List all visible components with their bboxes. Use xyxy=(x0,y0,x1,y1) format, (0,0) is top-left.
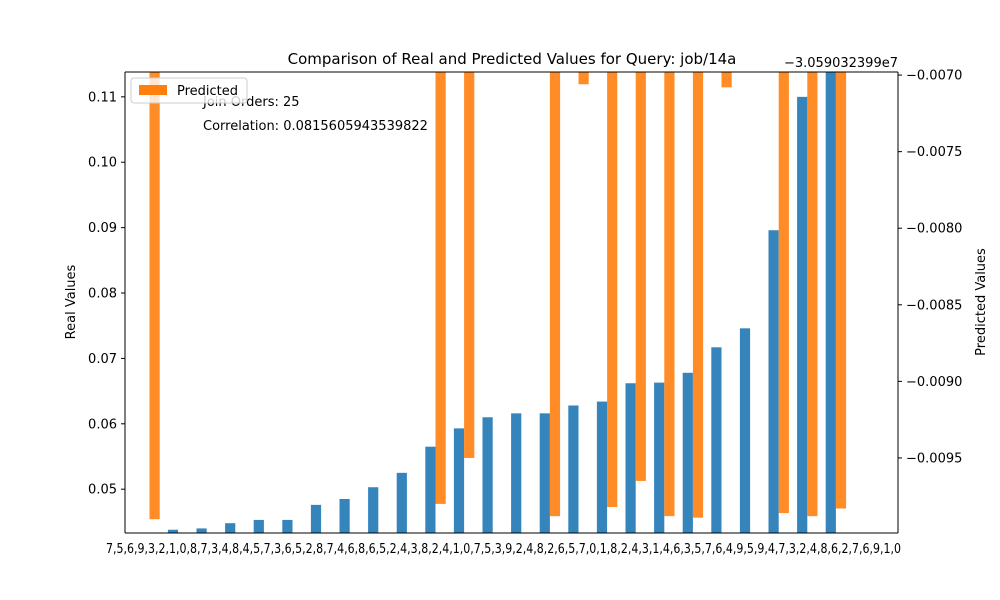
real-bar-16 xyxy=(596,401,608,533)
predicted-bar-0 xyxy=(149,72,160,520)
real-bar-5 xyxy=(282,519,293,533)
y2-tick-label-1: −0.0090 xyxy=(906,375,962,390)
y-tick-label-2: 0.07 xyxy=(88,352,117,367)
real-bar-15 xyxy=(568,405,579,533)
real-bar-9 xyxy=(396,472,407,533)
real-bar-20 xyxy=(711,347,722,533)
legend-swatch-predicted xyxy=(139,85,167,95)
y-axis-label: Real Values xyxy=(64,264,79,339)
legend: Predicted xyxy=(130,77,248,104)
y2-offset-label: −3.059032399e7 xyxy=(784,56,898,71)
y-tick-label-6: 0.11 xyxy=(88,90,117,105)
predicted-bar-24 xyxy=(835,72,847,509)
legend-box xyxy=(130,77,248,104)
y2-tick-label-4: −0.0075 xyxy=(906,145,962,160)
real-bar-4 xyxy=(253,519,264,533)
predicted-bar-18 xyxy=(664,72,675,517)
real-bar-1 xyxy=(167,529,179,533)
predicted-bar-16 xyxy=(607,72,618,507)
y-tick-label-4: 0.09 xyxy=(88,221,117,236)
y2-tick-label-0: −0.0095 xyxy=(906,451,962,466)
real-bar-23 xyxy=(797,96,808,533)
real-bar-11 xyxy=(453,428,465,533)
real-bar-21 xyxy=(739,328,751,533)
predicted-bar-22 xyxy=(778,72,789,514)
left-axis-ticks: 0.05 0.06 0.07 0.08 0.09 0.10 0.11 xyxy=(88,90,125,498)
real-bar-22 xyxy=(768,230,779,534)
predicted-bar-11 xyxy=(464,72,475,458)
y2-tick-label-2: −0.0085 xyxy=(906,298,962,313)
real-bar-13 xyxy=(511,413,522,533)
predicted-bar-19 xyxy=(692,72,704,518)
chart-title: Comparison of Real and Predicted Values … xyxy=(288,50,737,68)
real-bar-18 xyxy=(654,382,665,533)
real-bar-7 xyxy=(339,499,350,533)
bar-group xyxy=(149,72,847,534)
real-bar-12 xyxy=(482,417,493,533)
real-bar-10 xyxy=(425,446,436,533)
y-tick-label-0: 0.05 xyxy=(88,483,117,498)
predicted-bar-15 xyxy=(578,72,589,85)
real-bar-14 xyxy=(539,413,550,533)
real-bar-19 xyxy=(682,372,693,533)
predicted-bar-14 xyxy=(549,72,561,517)
legend-label-predicted: Predicted xyxy=(177,84,238,99)
real-bar-2 xyxy=(196,528,207,533)
y-tick-label-1: 0.06 xyxy=(88,417,117,432)
real-bar-6 xyxy=(310,504,322,533)
real-bar-8 xyxy=(368,487,379,533)
predicted-bar-20 xyxy=(721,72,732,88)
real-bar-3 xyxy=(225,523,236,533)
annotation-correlation: Correlation: 0.0815605943539822 xyxy=(203,119,428,134)
predicted-bar-17 xyxy=(635,72,646,481)
plot-frame xyxy=(124,71,899,534)
right-axis-ticks: −0.0095 −0.0090 −0.0085 −0.0080 −0.0075 −0.00… xyxy=(898,69,962,466)
real-bar-24 xyxy=(825,72,836,533)
predicted-bar-10 xyxy=(435,72,446,504)
real-bar-17 xyxy=(625,383,636,533)
y-tick-label-3: 0.08 xyxy=(88,287,117,302)
x-tick-labels: 7,5,6,9,3,2,1,0,8,7,3,4,8,4,5,7,3,6,5,2,… xyxy=(106,542,901,557)
y2-axis-label: Predicted Values xyxy=(974,248,989,356)
y2-tick-label-3: −0.0080 xyxy=(906,222,962,237)
predicted-bar-23 xyxy=(807,72,818,517)
y2-tick-label-5: −0.0070 xyxy=(906,69,962,84)
y-tick-label-5: 0.10 xyxy=(88,156,117,171)
